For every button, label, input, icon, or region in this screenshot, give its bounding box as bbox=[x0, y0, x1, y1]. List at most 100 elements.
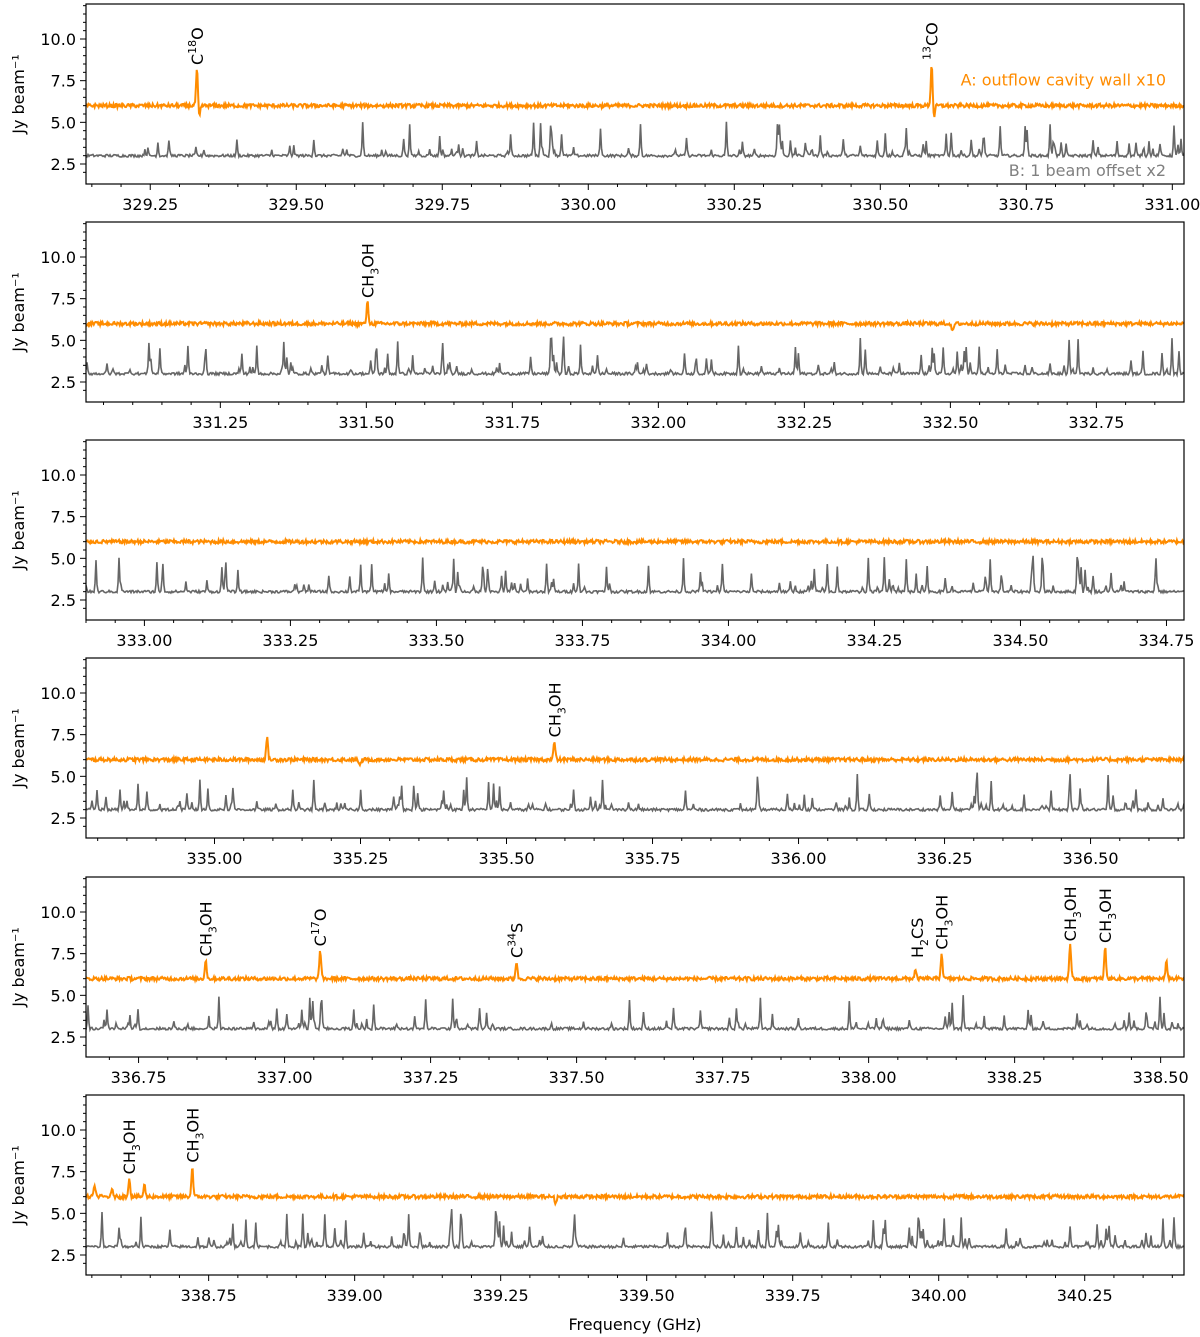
molecule-label: C34S bbox=[505, 923, 526, 958]
panel-6: 2.5 5.0 7.5 10.0 338.75 339.00 339.25 339.50 339… bbox=[9, 1094, 1185, 1305]
x-tick-label: 331.00 bbox=[1144, 195, 1200, 214]
x-tick-label: 334.75 bbox=[1138, 631, 1194, 650]
x-tick-label: 340.00 bbox=[911, 1286, 967, 1305]
plot-frame bbox=[85, 1094, 1185, 1276]
x-tick-label: 337.75 bbox=[695, 1068, 751, 1087]
x-tick-label: 329.25 bbox=[122, 195, 178, 214]
panel-2: 2.5 5.0 7.5 10.0 331.25 331.50 331.75 332.00 332… bbox=[9, 221, 1185, 432]
molecule-label: C18O bbox=[186, 27, 207, 65]
series-b-trace bbox=[86, 772, 1184, 814]
panel-5: 2.5 5.0 7.5 10.0 336.75 337.00 337.25 337.50 337… bbox=[9, 876, 1189, 1087]
x-tick-label: 339.50 bbox=[619, 1286, 675, 1305]
series-a-trace bbox=[86, 66, 1184, 119]
y-tick-label: 7.5 bbox=[51, 945, 76, 964]
x-axis-label: Frequency (GHz) bbox=[568, 1315, 701, 1334]
y-tick-label: 7.5 bbox=[51, 508, 76, 527]
y-tick-label: 5.0 bbox=[51, 1204, 76, 1223]
molecule-label: CH3OH bbox=[183, 1108, 206, 1163]
molecule-label: CH3OH bbox=[545, 683, 568, 738]
plot-frame bbox=[85, 439, 1185, 621]
y-tick-label: 5.0 bbox=[51, 113, 76, 132]
x-tick-label: 335.25 bbox=[333, 849, 389, 868]
x-tick-label: 333.75 bbox=[554, 631, 610, 650]
series-b-trace bbox=[86, 995, 1184, 1033]
y-axis-label: Jy beam⁻¹ bbox=[9, 490, 28, 571]
y-tick-label: 2.5 bbox=[51, 155, 76, 174]
plot-frame bbox=[85, 221, 1185, 403]
y-tick-label: 5.0 bbox=[51, 549, 76, 568]
series-b-trace bbox=[86, 555, 1184, 596]
y-axis-label: Jy beam⁻¹ bbox=[9, 1145, 28, 1226]
x-tick-label: 333.50 bbox=[408, 631, 464, 650]
plot-frame bbox=[85, 657, 1185, 839]
y-tick-label: 2.5 bbox=[51, 373, 76, 392]
x-tick-label: 337.25 bbox=[403, 1068, 459, 1087]
y-tick-label: 7.5 bbox=[51, 290, 76, 309]
x-tick-label: 330.25 bbox=[706, 195, 762, 214]
series-a-trace bbox=[86, 943, 1184, 985]
molecule-label: CH3OH bbox=[933, 895, 956, 950]
x-tick-label: 337.50 bbox=[549, 1068, 605, 1087]
series-b-trace bbox=[86, 336, 1184, 378]
y-axis-label: Jy beam⁻¹ bbox=[9, 272, 28, 353]
series-a-trace bbox=[86, 535, 1184, 548]
x-tick-label: 333.25 bbox=[262, 631, 318, 650]
molecule-label: CH3OH bbox=[120, 1120, 143, 1175]
panel-1: 2.5 5.0 7.5 10.0 329.25 329.50 329.75 330.00 330… bbox=[9, 3, 1200, 214]
panel-3: 2.5 5.0 7.5 10.0 333.00 333.25 333.50 333.75 334… bbox=[9, 439, 1194, 650]
x-tick-label: 334.25 bbox=[846, 631, 902, 650]
y-tick-label: 2.5 bbox=[51, 1246, 76, 1265]
molecule-label: 13CO bbox=[921, 22, 942, 60]
y-tick-label: 10.0 bbox=[40, 903, 76, 922]
molecule-label: CH3OH bbox=[359, 243, 382, 298]
x-tick-label: 335.75 bbox=[625, 849, 681, 868]
x-tick-label: 334.00 bbox=[700, 631, 756, 650]
series-a-trace bbox=[86, 1168, 1184, 1207]
series-b-trace bbox=[86, 1209, 1184, 1251]
y-tick-label: 10.0 bbox=[40, 248, 76, 267]
molecule-label: H2CS bbox=[908, 918, 931, 958]
x-tick-label: 329.75 bbox=[414, 195, 470, 214]
series-a-trace bbox=[86, 301, 1184, 332]
x-tick-label: 338.25 bbox=[987, 1068, 1043, 1087]
x-tick-label: 334.50 bbox=[992, 631, 1048, 650]
y-tick-label: 10.0 bbox=[40, 684, 76, 703]
x-tick-label: 330.75 bbox=[998, 195, 1054, 214]
legend-series-a: A: outflow cavity wall x10 bbox=[961, 71, 1166, 90]
x-tick-label: 332.25 bbox=[776, 413, 832, 432]
x-tick-label: 338.50 bbox=[1133, 1068, 1189, 1087]
y-tick-label: 5.0 bbox=[51, 767, 76, 786]
y-tick-label: 5.0 bbox=[51, 986, 76, 1005]
plot-frame bbox=[85, 3, 1185, 185]
x-tick-label: 336.50 bbox=[1063, 849, 1119, 868]
x-tick-label: 332.75 bbox=[1068, 413, 1124, 432]
x-tick-label: 332.50 bbox=[922, 413, 978, 432]
y-tick-label: 7.5 bbox=[51, 72, 76, 91]
y-tick-label: 2.5 bbox=[51, 809, 76, 828]
x-tick-label: 336.25 bbox=[917, 849, 973, 868]
x-tick-label: 335.00 bbox=[186, 849, 242, 868]
y-axis-label: Jy beam⁻¹ bbox=[9, 708, 28, 789]
x-tick-label: 337.00 bbox=[257, 1068, 313, 1087]
molecule-label: CH3OH bbox=[1061, 887, 1084, 942]
x-tick-label: 330.00 bbox=[560, 195, 616, 214]
x-tick-label: 331.50 bbox=[338, 413, 394, 432]
legend-series-b: B: 1 beam offset x2 bbox=[1009, 161, 1166, 180]
x-tick-label: 340.25 bbox=[1057, 1286, 1113, 1305]
y-axis-label: Jy beam⁻¹ bbox=[9, 54, 28, 135]
molecule-label: CH3OH bbox=[197, 902, 220, 957]
y-tick-label: 2.5 bbox=[51, 1028, 76, 1047]
x-tick-label: 339.75 bbox=[765, 1286, 821, 1305]
series-a-trace bbox=[86, 736, 1184, 768]
x-tick-label: 338.00 bbox=[841, 1068, 897, 1087]
x-tick-label: 339.25 bbox=[473, 1286, 529, 1305]
x-tick-label: 333.00 bbox=[116, 631, 172, 650]
molecule-label: CH3OH bbox=[1096, 888, 1119, 943]
x-tick-label: 330.50 bbox=[852, 195, 908, 214]
x-tick-label: 331.25 bbox=[192, 413, 248, 432]
series-b-trace bbox=[86, 121, 1184, 160]
x-tick-label: 336.75 bbox=[111, 1068, 167, 1087]
x-tick-label: 336.00 bbox=[771, 849, 827, 868]
y-tick-label: 10.0 bbox=[40, 30, 76, 49]
y-tick-label: 2.5 bbox=[51, 591, 76, 610]
